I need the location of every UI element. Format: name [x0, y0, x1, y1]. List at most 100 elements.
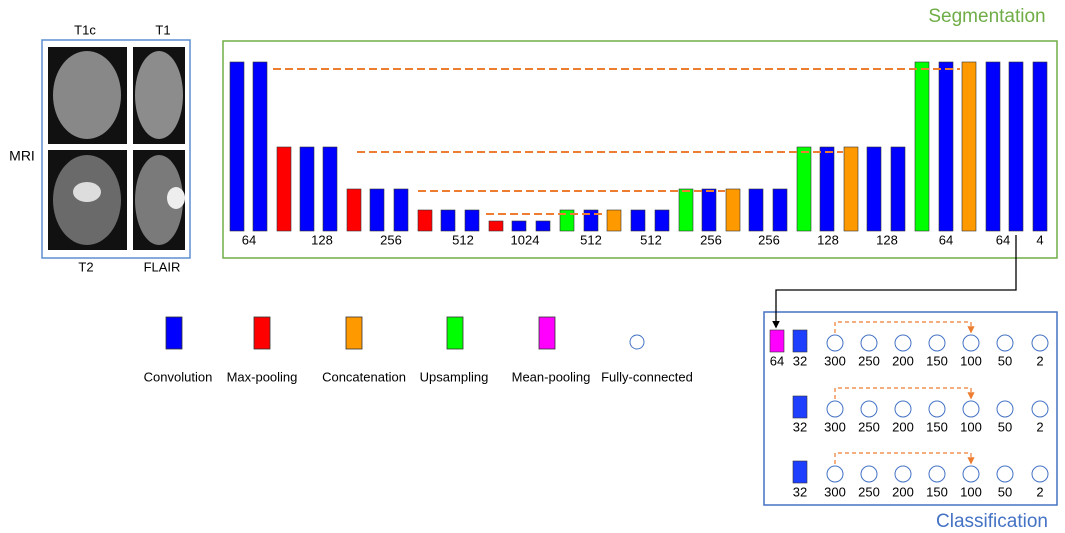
layer-bar [252, 61, 268, 232]
fc-size: 150 [926, 484, 948, 499]
residual-arrow [834, 452, 975, 465]
layer-bar [938, 61, 954, 232]
fc-node [860, 334, 878, 352]
legend-label: Convolution [144, 369, 213, 384]
layer-size: 128 [817, 232, 839, 247]
layer-bar [229, 61, 245, 232]
fc-size: 2 [1036, 484, 1043, 499]
fc-node [996, 334, 1014, 352]
legend-label: Mean-pooling [512, 369, 591, 384]
layer-bar [583, 209, 599, 232]
layer-bar [796, 146, 812, 232]
fc-size: 50 [998, 484, 1012, 499]
fc-size: 200 [892, 484, 914, 499]
fc-node [928, 400, 946, 418]
fc-node [962, 334, 980, 352]
conv-bar [792, 329, 808, 353]
layer-bar [488, 220, 504, 232]
segmentation-box [222, 40, 1058, 259]
fc-node [996, 465, 1014, 483]
layer-bar [1032, 61, 1048, 232]
fc-node [962, 400, 980, 418]
fc-node [1031, 334, 1049, 352]
fc-size: 250 [858, 353, 880, 368]
layer-bar [725, 188, 741, 232]
image-label: T2 [78, 259, 93, 274]
pool-size: 64 [770, 353, 784, 368]
legend-label: Upsampling [420, 369, 489, 384]
legend-swatch [345, 316, 363, 350]
fc-size: 250 [858, 484, 880, 499]
layer-bar [890, 146, 906, 232]
fc-node [894, 465, 912, 483]
mri-box [41, 39, 191, 259]
layer-size: 64 [996, 232, 1010, 247]
layer-size: 128 [311, 232, 333, 247]
layer-bar [322, 146, 338, 232]
pool-bar [769, 329, 785, 353]
fc-node [826, 400, 844, 418]
image-label: T1 [155, 22, 170, 37]
fc-size: 250 [858, 419, 880, 434]
fc-node [962, 465, 980, 483]
layer-bar [559, 209, 575, 232]
fc-size: 300 [824, 419, 846, 434]
segmentation-title: Segmentation [928, 6, 1045, 27]
fc-size: 2 [1036, 419, 1043, 434]
fc-size: 300 [824, 484, 846, 499]
layer-bar [276, 146, 292, 232]
conv-bar [792, 460, 808, 484]
fc-node [996, 400, 1014, 418]
fc-node [894, 400, 912, 418]
layer-size: 512 [640, 232, 662, 247]
fc-node [860, 465, 878, 483]
image-label: FLAIR [144, 259, 181, 274]
layer-bar [772, 188, 788, 232]
fc-size: 200 [892, 353, 914, 368]
layer-bar [606, 209, 622, 232]
layer-bar [701, 188, 717, 232]
fc-node [1031, 400, 1049, 418]
conv-size: 32 [793, 353, 807, 368]
layer-bar [417, 209, 433, 232]
fc-node [826, 334, 844, 352]
conv-size: 32 [793, 484, 807, 499]
conv-size: 32 [793, 419, 807, 434]
fc-node [1031, 465, 1049, 483]
residual-arrow [834, 321, 975, 334]
image-label: T1c [74, 22, 96, 37]
fc-size: 300 [824, 353, 846, 368]
fc-size: 100 [960, 484, 982, 499]
layer-size: 1024 [511, 232, 540, 247]
legend-swatch [165, 316, 183, 350]
layer-bar [511, 220, 527, 232]
residual-arrow [834, 387, 975, 400]
layer-bar [440, 209, 456, 232]
layer-size: 256 [380, 232, 402, 247]
layer-bar [819, 146, 835, 232]
layer-bar [678, 188, 694, 232]
layer-bar [961, 61, 977, 232]
layer-bar [535, 220, 551, 232]
layer-bar [299, 146, 315, 232]
legend-label: Concatenation [322, 369, 406, 384]
classification-title: Classification [936, 511, 1048, 532]
layer-bar [346, 188, 362, 232]
layer-bar [630, 209, 646, 232]
legend-swatch [446, 316, 464, 350]
fc-node [860, 400, 878, 418]
layer-size: 128 [876, 232, 898, 247]
layer-size: 256 [700, 232, 722, 247]
layer-size: 64 [242, 232, 256, 247]
fc-size: 200 [892, 419, 914, 434]
layer-bar [866, 146, 882, 232]
legend-swatch [253, 316, 271, 350]
layer-size: 64 [939, 232, 953, 247]
layer-size: 512 [580, 232, 602, 247]
layer-bar [464, 209, 480, 232]
layer-size: 512 [452, 232, 474, 247]
layer-bar [985, 61, 1001, 232]
fc-node [928, 334, 946, 352]
layer-bar [1008, 61, 1024, 232]
fc-size: 2 [1036, 353, 1043, 368]
